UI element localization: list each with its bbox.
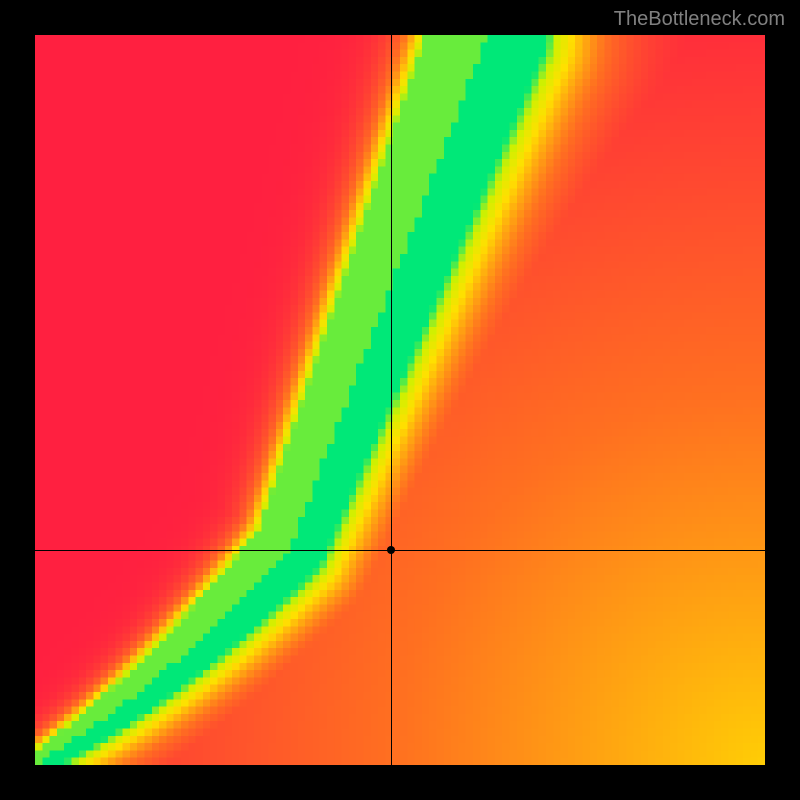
crosshair-horizontal [35, 550, 765, 551]
crosshair-vertical [391, 35, 392, 765]
marker-dot [387, 546, 395, 554]
chart-area [35, 35, 765, 765]
heatmap-canvas [35, 35, 765, 765]
watermark-text: TheBottleneck.com [614, 8, 785, 31]
